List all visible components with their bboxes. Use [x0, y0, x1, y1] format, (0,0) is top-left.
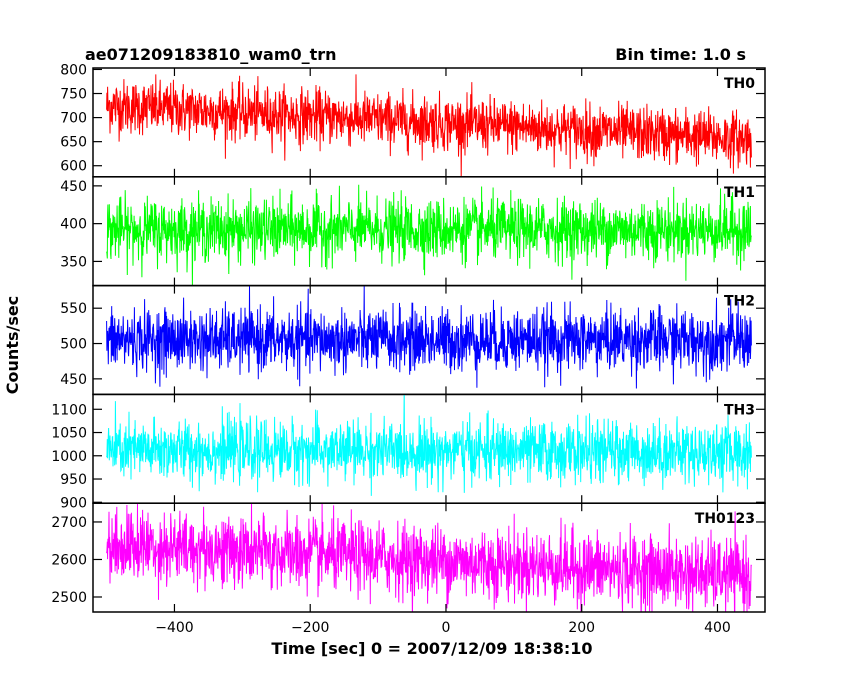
panel-th0: 600 650 700 750 800 TH0	[60, 62, 766, 178]
x-axis-label: Time [sec] 0 = 2007/12/09 18:38:10	[271, 639, 592, 658]
panel-th0123: 2500 2600 2700 TH0123	[51, 502, 766, 613]
y-tick-label: 550	[60, 301, 87, 317]
panel-label-th0123: TH0123	[695, 511, 755, 527]
y-tick-label: 750	[60, 87, 87, 103]
x-tick-label: −400	[155, 620, 193, 636]
y-tick-label: 1100	[51, 402, 87, 418]
panel-th1: 350 400 450 TH1	[60, 176, 766, 287]
y-tick-label: 450	[60, 372, 87, 388]
x-tick-label: −200	[291, 620, 329, 636]
y-tick-label: 650	[60, 135, 87, 151]
y-tick-label: 600	[60, 159, 87, 175]
y-axis-label: Counts/sec	[3, 296, 22, 394]
y-tick-label: 2500	[51, 590, 87, 606]
y-tick-label: 950	[60, 472, 87, 488]
panel-label-th3: TH3	[724, 402, 755, 418]
panel-frame	[92, 502, 766, 613]
x-tick-label: 400	[704, 620, 731, 636]
y-tick-label: 1050	[51, 426, 87, 442]
panel-label-th2: TH2	[724, 294, 755, 310]
y-tick-label: 2700	[51, 515, 87, 531]
y-tick-label: 500	[60, 337, 87, 353]
y-tick-label: 450	[60, 179, 87, 195]
x-tick-label: 0	[442, 620, 451, 636]
series-line-th0123	[106, 503, 752, 613]
x-axis-ticks: −400 −200 0 200 400	[155, 620, 731, 636]
series-line-th0	[106, 74, 752, 177]
x-tick-label: 200	[568, 620, 595, 636]
bin-time-label: Bin time: 1.0 s	[615, 45, 746, 64]
panel-label-th1: TH1	[724, 185, 755, 201]
y-tick-label: 800	[60, 62, 87, 78]
y-tick-label: 1000	[51, 449, 87, 465]
series-line-th1	[106, 184, 752, 286]
y-tick-label: 700	[60, 111, 87, 127]
y-tick-label: 2600	[51, 552, 87, 568]
series-line-th3	[106, 394, 752, 496]
panels: 600 650 700 750 800 TH0 350 400 450 TH1 450 500 550 T…	[51, 62, 766, 613]
chart-title: ae071209183810_wam0_trn	[85, 45, 337, 64]
y-tick-label: 350	[60, 254, 87, 270]
panel-label-th0: TH0	[724, 76, 755, 92]
y-tick-label: 400	[60, 217, 87, 233]
series-line-th2	[106, 285, 752, 389]
panel-th2: 450 500 550 TH2	[60, 284, 766, 396]
panel-th3: 900 950 1000 1050 1100 TH3	[51, 393, 766, 511]
y-tick-label: 900	[60, 495, 87, 511]
